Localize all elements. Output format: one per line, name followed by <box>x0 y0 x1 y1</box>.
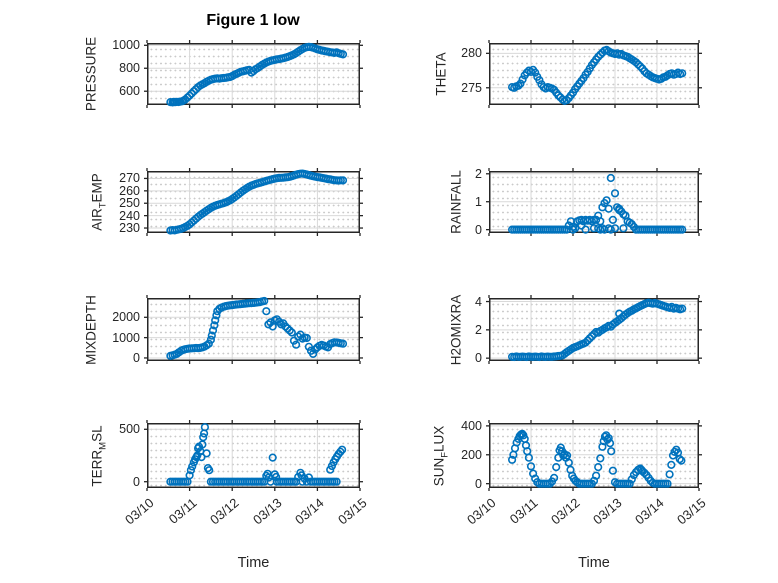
ylabel-AIR_TEMP: AIRTEMP <box>89 173 108 231</box>
tick-marks <box>144 168 363 236</box>
ytick-label-H2OMIXRA: 0 <box>475 351 482 366</box>
chart-svg-PRESSURE <box>144 40 363 108</box>
ylabel-text: SL <box>89 424 105 442</box>
ytick-label-SUN_FLUX: 200 <box>461 447 482 462</box>
ytick-label-RAINFALL: 1 <box>475 194 482 209</box>
ytick-label-PRESSURE: 800 <box>119 61 140 76</box>
axis-box <box>489 43 699 105</box>
chart-svg-THETA <box>486 40 702 108</box>
axis-box <box>147 171 360 233</box>
ylabel-text: H2OMIXRA <box>448 294 464 365</box>
axis-box <box>147 298 360 361</box>
ytick-label-MIXDEPTH: 2000 <box>112 310 140 325</box>
ytick-label-MIXDEPTH: 1000 <box>112 330 140 345</box>
ylabel-subscript: T <box>97 202 109 209</box>
figure-title: Figure 1 low <box>206 12 300 29</box>
ytick-label-SUN_FLUX: 0 <box>475 476 482 491</box>
ytick-label-TERR_MSL: 500 <box>119 422 140 437</box>
ytick-label-RAINFALL: 2 <box>475 166 482 181</box>
ylabel-subscript: F <box>439 451 451 458</box>
ylabel-H2OMIXRA: H2OMIXRA <box>448 294 463 365</box>
data-points <box>166 169 348 235</box>
ytick-label-H2OMIXRA: 4 <box>475 294 482 309</box>
ytick-label-SUN_FLUX: 400 <box>461 418 482 433</box>
tick-marks <box>486 40 702 108</box>
axis-box <box>489 423 699 488</box>
chart-svg-TERR_MSL <box>144 420 363 491</box>
chart-svg-SUN_FLUX <box>486 420 702 491</box>
tick-marks <box>486 420 702 491</box>
ylabel-text: PRESSURE <box>83 36 99 112</box>
ytick-label-PRESSURE: 1000 <box>112 38 140 53</box>
chart-svg-AIR_TEMP <box>144 168 363 236</box>
ylabel-text: SUN <box>431 457 447 486</box>
ylabel-text: TERR <box>89 449 105 487</box>
axis-box <box>489 298 699 361</box>
tick-marks <box>486 168 702 236</box>
data-points <box>508 429 686 488</box>
ylabel-text: RAINFALL <box>448 170 464 234</box>
grid-lines <box>147 298 360 361</box>
ylabel-text: MIXDEPTH <box>83 294 99 365</box>
plot-area-TERR_MSL <box>147 423 360 488</box>
data-points <box>508 298 687 362</box>
data-points <box>166 423 347 486</box>
axis-box <box>147 43 360 105</box>
ylabel-RAINFALL: RAINFALL <box>448 170 463 234</box>
ytick-label-THETA: 280 <box>461 46 482 61</box>
tick-marks <box>144 420 363 491</box>
tick-marks <box>144 295 363 364</box>
tick-marks <box>486 295 702 364</box>
ylabel-subscript: M <box>97 441 109 450</box>
axis-box <box>147 423 360 488</box>
ylabel-SUN_FLUX: SUNFLUX <box>431 425 450 486</box>
data-points <box>508 45 687 106</box>
ytick-label-PRESSURE: 600 <box>119 84 140 99</box>
tick-marks <box>144 40 363 108</box>
ylabel-PRESSURE: PRESSURE <box>84 37 99 111</box>
ytick-label-AIR_TEMP: 240 <box>119 208 140 223</box>
grid-lines <box>489 43 699 105</box>
x-axis-label: Time <box>578 555 610 571</box>
chart-svg-MIXDEPTH <box>144 295 363 364</box>
ytick-label-MIXDEPTH: 0 <box>133 350 140 365</box>
ytick-label-H2OMIXRA: 2 <box>475 322 482 337</box>
ytick-label-AIR_TEMP: 270 <box>119 171 140 186</box>
ylabel-THETA: THETA <box>433 52 448 95</box>
ytick-label-AIR_TEMP: 230 <box>119 221 140 236</box>
ylabel-text: THETA <box>433 52 449 96</box>
data-points <box>166 296 348 361</box>
ylabel-MIXDEPTH: MIXDEPTH <box>84 295 99 365</box>
ylabel-text: AIR <box>89 208 105 231</box>
chart-svg-RAINFALL <box>486 168 702 236</box>
data-points <box>166 42 348 107</box>
ytick-label-RAINFALL: 0 <box>475 222 482 237</box>
ytick-label-AIR_TEMP: 260 <box>119 183 140 198</box>
ytick-label-AIR_TEMP: 250 <box>119 196 140 211</box>
ytick-label-THETA: 275 <box>461 80 482 95</box>
ytick-label-TERR_MSL: 0 <box>133 474 140 489</box>
data-points <box>508 173 687 234</box>
ylabel-TERR_MSL: TERRMSL <box>89 425 108 486</box>
x-axis-label: Time <box>237 555 270 571</box>
ylabel-text: LUX <box>431 425 447 452</box>
chart-svg-H2OMIXRA <box>486 295 702 364</box>
ylabel-text: EMP <box>89 173 105 203</box>
